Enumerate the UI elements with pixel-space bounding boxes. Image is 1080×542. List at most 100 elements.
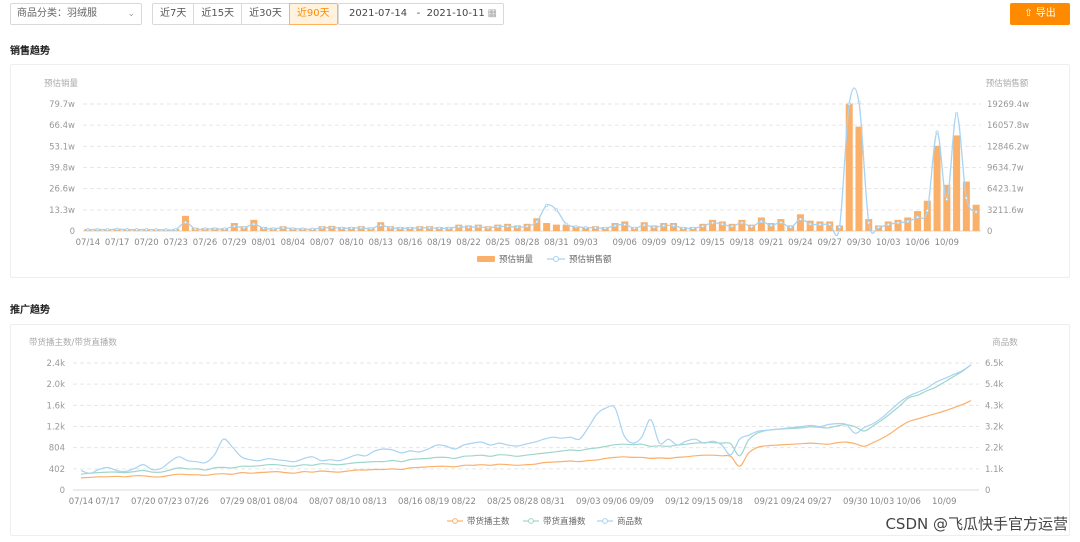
sales-amount-point [535,220,539,224]
category-select[interactable]: 商品分类：羽绒服 ⌄ [10,3,142,25]
sales-volume-bar [845,103,853,231]
sales-amount-point [86,228,90,232]
y-left-tick-label: 402 [49,465,65,475]
x-tick-label: 10/09 [932,497,957,507]
sales-amount-point [222,227,227,231]
y-left-tick-label: 1.6k [47,401,66,411]
range-30d-button[interactable]: 近30天 [241,3,290,25]
sales-amount-point [525,224,529,228]
y-left-tick-label: 2.4k [47,359,66,369]
y-left-axis-title: 预估销量 [44,78,79,89]
range-90d-button[interactable]: 近90天 [288,3,338,25]
date-separator: - [416,8,421,19]
sales-volume-bar [543,223,551,231]
y-right-tick-label: 0 [987,227,992,237]
sales-amount-point [730,224,734,228]
y-right-tick-label: 1.1k [985,465,1004,475]
sales-amount-point [271,227,275,231]
range-15d-button[interactable]: 近15天 [193,3,243,25]
sales-amount-point [447,226,451,230]
x-tick-label: 09/18 [730,238,755,248]
sales-volume-bar [962,181,970,231]
x-tick-label: 09/24 [781,497,806,507]
y-right-tick-label: 0 [985,486,990,496]
sales-amount-point [574,225,578,229]
x-tick-label: 08/04 [281,238,306,248]
x-tick-label: 08/10 [339,238,364,248]
sales-amount-point [671,223,676,228]
sales-amount-point [135,228,139,232]
y-left-tick-label: 39.8w [49,164,75,174]
x-tick-label: 07/23 [163,238,188,248]
sales-amount-point [398,226,402,230]
sales-amount-point [427,226,432,230]
date-range-picker[interactable]: 2021-07-14 - 2021-10-11 ▦ [338,3,504,25]
sales-volume-bar [923,200,931,231]
y-left-tick-label: 804 [49,444,65,454]
legend-label-volume: 预估销量 [499,254,534,265]
x-tick-label: 09/06 [612,238,637,248]
x-tick-label: 09/15 [700,238,725,248]
x-tick-label: 10/06 [896,497,921,507]
x-tick-label: 09/03 [573,238,598,248]
sales-amount-point [486,226,490,230]
sales-volume-bar [972,204,980,231]
y-left-tick-label: 66.4w [49,121,75,131]
sales-amount-point [457,225,461,229]
sales-amount-point [935,130,939,134]
y-right-tick-label: 3.2k [985,423,1004,433]
sales-amount-point [789,225,793,229]
sales-amount-point [954,112,959,116]
y-right-tick-label: 19269.4w [987,100,1029,110]
export-button[interactable]: ⇧ 导出 [1010,3,1070,25]
x-tick-label: 07/26 [184,497,209,507]
sales-amount-point [505,224,510,228]
sales-amount-point [359,226,363,230]
x-tick-label: 08/07 [309,497,334,507]
sales-amount-point [252,222,256,226]
sales-amount-point [437,226,441,230]
sales-volume-bar [572,226,580,231]
sales-volume-bar [816,221,824,231]
sales-amount-point [213,227,217,231]
sales-amount-point [564,222,568,226]
sales-amount-point [925,208,929,213]
export-icon: ⇧ [1024,8,1033,19]
legend-swatch-point [452,518,458,524]
sales-amount-point [496,225,500,229]
sales-amount-point [847,102,851,106]
y-right-tick-label: 3211.6w [987,206,1024,216]
sales-chart-panel: 0 13.3w 26.6w 39.8w 53.1w 66.4w 79.7w 0 3211.6w 6… [10,64,1070,278]
sales-volume-bar [806,220,814,231]
y-left-tick-label: 0 [60,486,65,496]
sales-amount-point [369,227,373,231]
sales-amount-point [652,225,656,229]
sales-amount-point [164,228,168,232]
legend-swatch-point [528,518,534,524]
x-tick-label: 07/26 [193,238,218,248]
x-tick-label: 10/06 [905,238,930,248]
sales-amount-point [750,225,754,229]
x-tick-label: 08/25 [487,497,512,507]
sales-volume-bar [757,217,765,231]
sales-amount-point [291,227,295,231]
x-tick-label: 09/18 [718,497,743,507]
x-tick-label: 08/01 [247,497,272,507]
sales-amount-point [340,226,344,230]
x-tick-label: 08/22 [451,497,476,507]
sales-amount-point [798,217,803,221]
sales-amount-point [193,227,197,231]
sales-amount-point [945,197,949,201]
x-tick-label: 08/16 [398,497,423,507]
sales-amount-point [554,208,559,212]
sales-amount-point [584,225,588,230]
range-7d-button[interactable]: 近7天 [152,3,195,25]
sales-volume-bar [884,221,892,231]
x-tick-label: 08/28 [515,238,540,248]
y-left-axis-title: 带货播主数/带货直播数 [29,337,117,348]
sales-amount-point [857,100,861,105]
y-left-tick-label: 13.3w [49,206,75,216]
sales-amount-point [154,228,158,232]
sales-volume-bar [767,223,775,231]
x-tick-label: 07/17 [95,497,120,507]
